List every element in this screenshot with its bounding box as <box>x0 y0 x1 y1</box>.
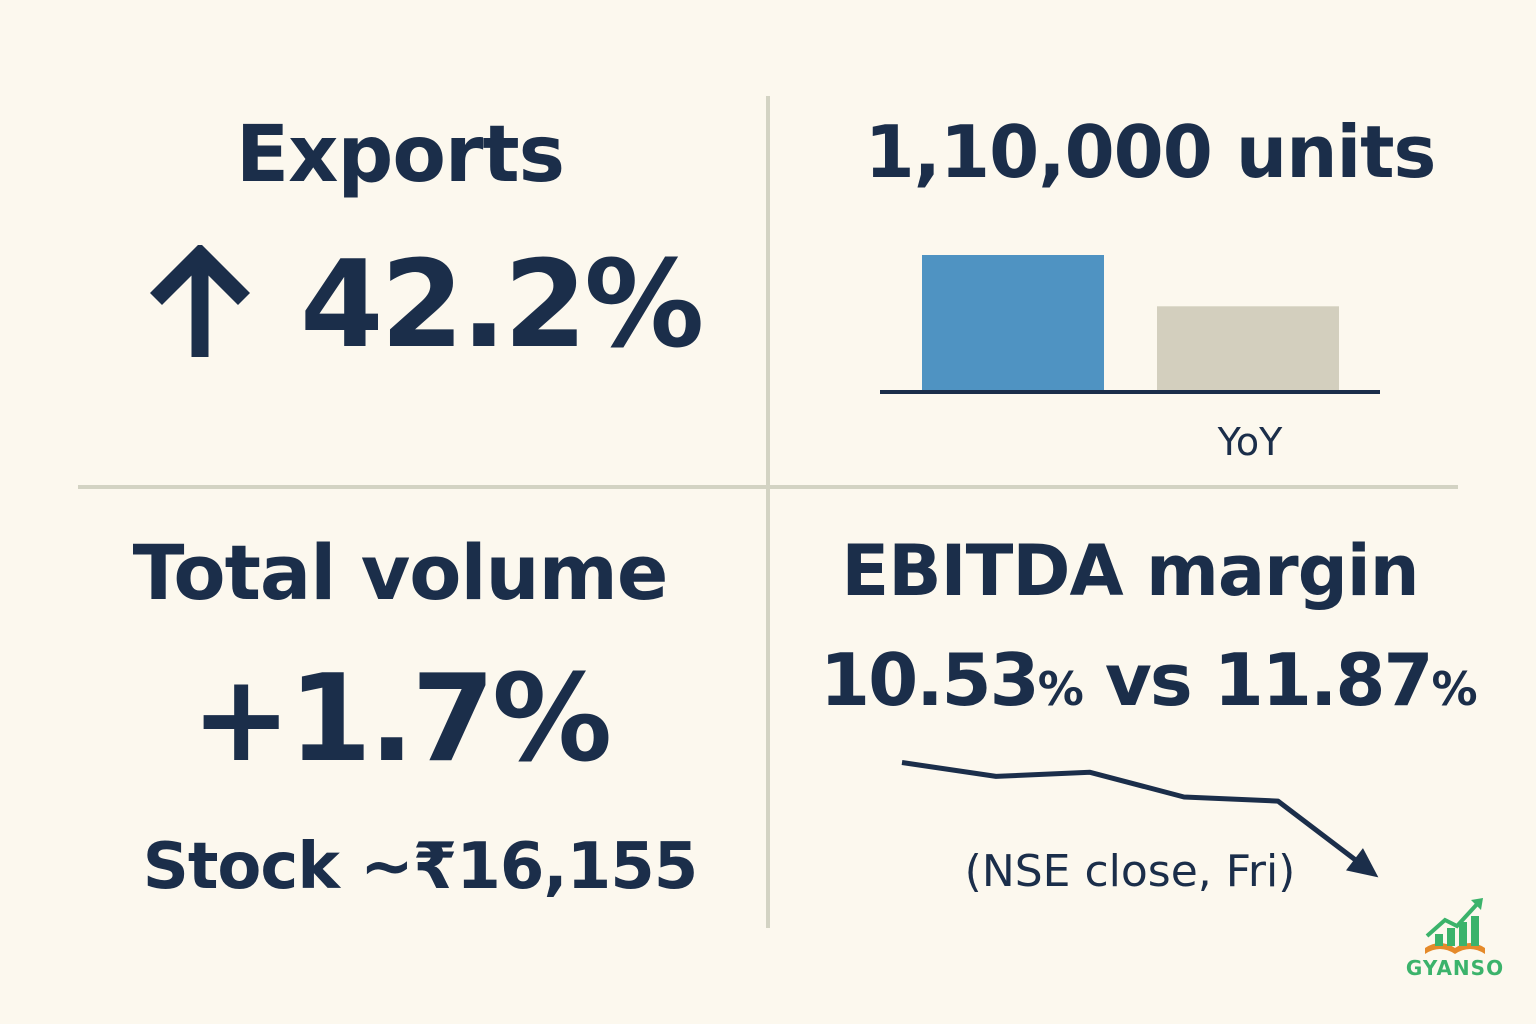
logo-text: GYANSO <box>1405 956 1505 980</box>
volume-title: Total volume <box>132 528 669 617</box>
volume-value: +1.7% <box>190 650 612 789</box>
exports-percent: 42.2% <box>300 235 704 375</box>
units-bar-1 <box>1157 306 1339 390</box>
units-bar-0 <box>922 255 1104 390</box>
margin-previous-unit: % <box>1431 662 1478 716</box>
nse-close-label: (NSE close, Fri) <box>964 846 1296 897</box>
growth-chart-book-icon <box>1425 898 1485 954</box>
exports-value: 42.2% <box>150 236 704 375</box>
margin-vs: vs <box>1104 638 1193 722</box>
margin-previous: 11.87 <box>1213 638 1434 722</box>
ebitda-trend-line <box>901 760 1374 875</box>
yoy-label: YoY <box>1217 420 1283 464</box>
ebitda-title: EBITDA margin <box>841 530 1419 612</box>
units-bar-chart <box>880 255 1380 394</box>
up-arrow-icon <box>150 245 250 357</box>
stock-label: Stock ~₹16,155 <box>142 830 699 904</box>
margin-values: 10.53% vs 11.87% <box>820 638 1478 722</box>
vertical-divider <box>766 96 770 928</box>
ebitda-line-chart <box>901 760 1379 878</box>
margin-current: 10.53 <box>820 638 1040 722</box>
down-arrow-head-icon <box>1346 848 1379 878</box>
exports-title: Exports <box>235 110 565 200</box>
horizontal-divider <box>78 485 1458 489</box>
margin-current-unit: % <box>1037 662 1084 716</box>
units-title: 1,10,000 units <box>864 110 1437 194</box>
